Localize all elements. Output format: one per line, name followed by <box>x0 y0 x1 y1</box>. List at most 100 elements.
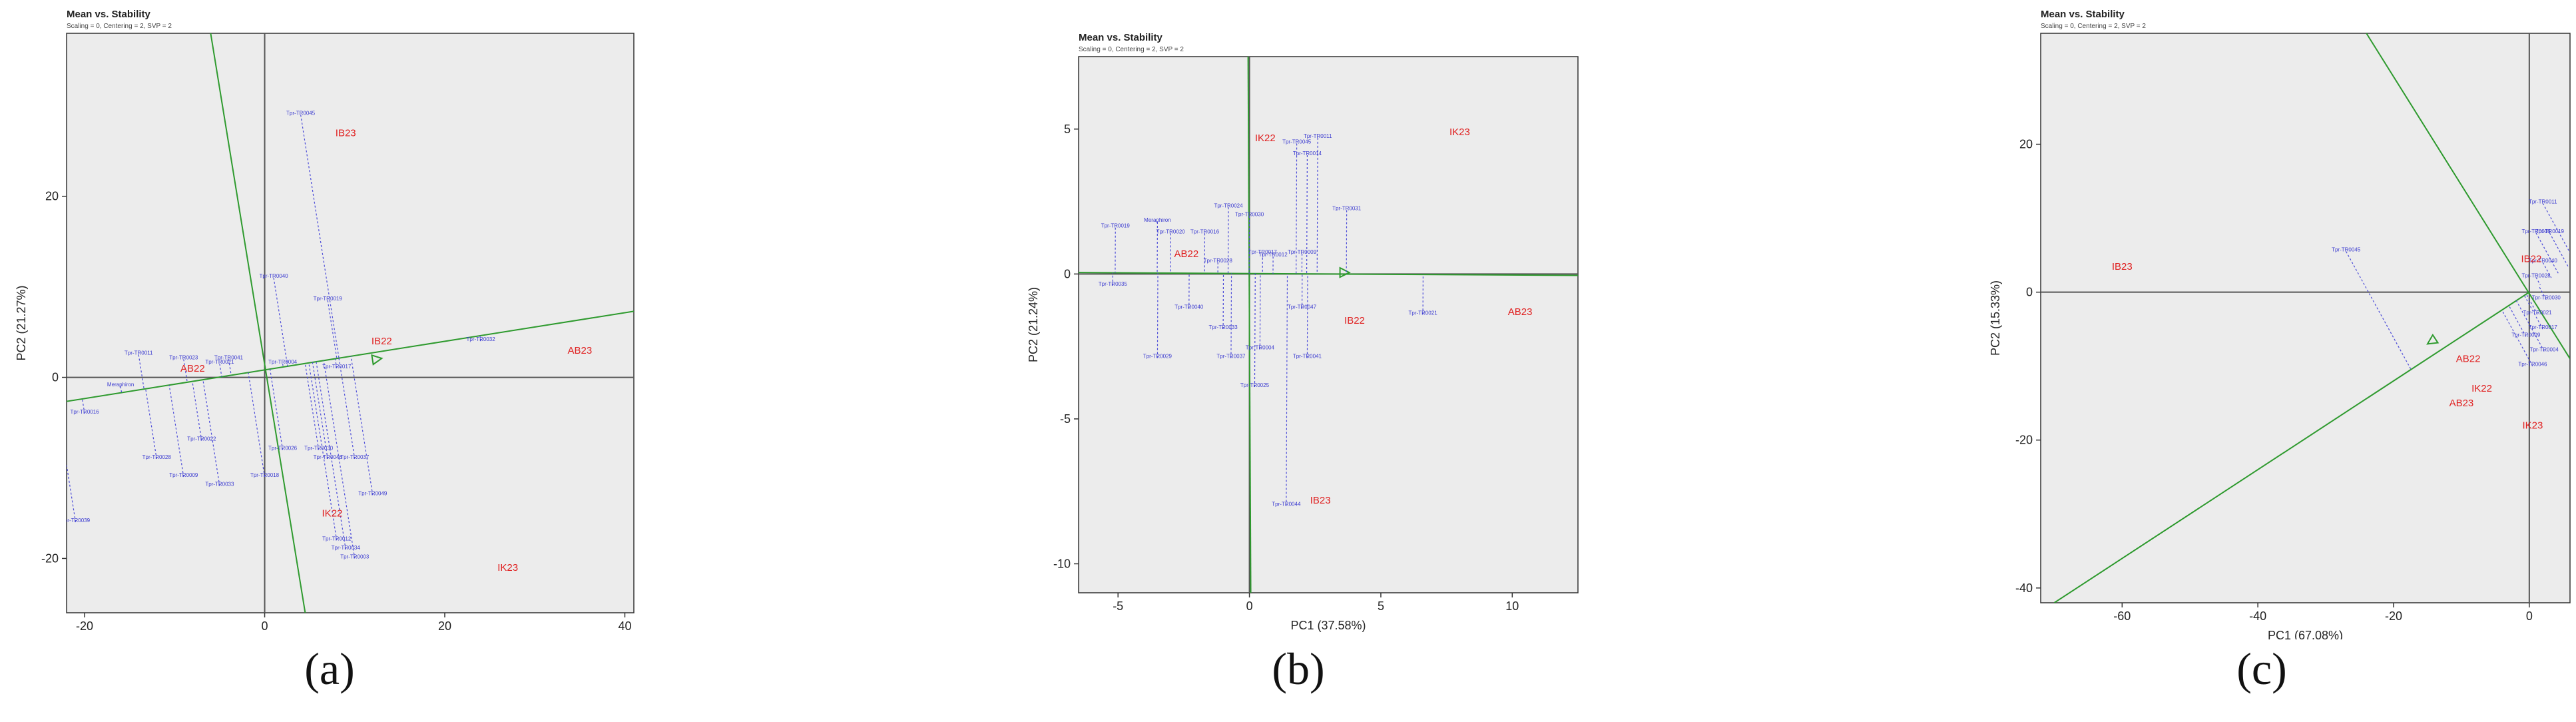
environment-label: IK22 <box>1255 133 1276 144</box>
environment-label: IB22 <box>2521 254 2541 265</box>
genotype-label: Tpr-TR0004 <box>2530 346 2559 352</box>
x-tick-label: 40 <box>618 619 631 633</box>
y-axis-label: PC2 (21.24%) <box>1027 287 1040 362</box>
x-tick-label: 20 <box>438 619 451 633</box>
chart-panel-a: Mean vs. Stability Scaling = 0, Centering… <box>0 0 639 652</box>
projection-line <box>248 372 266 478</box>
plot-area <box>66 33 635 613</box>
x-tick-label: 0 <box>2526 609 2533 623</box>
genotype-label: Tpr-TR0016 <box>2521 228 2551 234</box>
environment-label: IB23 <box>2112 261 2133 272</box>
chart-subtitle: Scaling = 0, Centering = 2, SVP = 2 <box>67 23 172 30</box>
stability-axis-line <box>210 33 306 613</box>
projection-line <box>81 398 85 414</box>
genotype-label: Tpr-TR0028 <box>142 454 172 460</box>
genotype-label: Tpr-TR0004 <box>1246 344 1275 350</box>
stability-axis-line <box>1247 57 1252 593</box>
caption-c: (c) <box>2236 643 2287 694</box>
x-axis-label: PC1 (37.58%) <box>1290 619 1366 632</box>
genotype-label: Tpr-TR0017 <box>1248 249 1278 255</box>
genotype-label: Tpr-TR0046 <box>2518 362 2547 368</box>
genotype-label: Tpr-TR0021 <box>205 359 234 365</box>
projection-line <box>273 277 288 367</box>
genotype-label: Tpr-TR0009 <box>169 472 198 478</box>
y-tick-label: 0 <box>52 371 59 384</box>
projection-line <box>2549 232 2569 267</box>
projection-line <box>269 369 284 450</box>
y-tick-label: 5 <box>1064 123 1071 136</box>
projection-line <box>138 354 144 390</box>
environment-label: AB22 <box>2456 354 2481 365</box>
plot-content: Tpr-TR0045 Tpr-TR0040 Tpr-TR0019 Tpr-TR0032… <box>67 33 634 613</box>
genotype-label: Tpr-TR0009 <box>1288 249 1317 255</box>
mean-axis-line <box>67 310 634 402</box>
environment-label: AB22 <box>180 363 205 374</box>
genotype-label: Tpr-TR0019 <box>314 296 343 302</box>
genotype-label: Tpr-TR0035 <box>1099 281 1128 287</box>
genotype-label: Tpr-TR0040 <box>259 273 288 279</box>
genotype-label: Tpr-TR0014 <box>1293 151 1322 157</box>
x-tick-label: 5 <box>1378 599 1384 613</box>
y-tick-label: -10 <box>1053 557 1071 570</box>
y-tick-label: -20 <box>41 551 59 565</box>
projection-line <box>338 358 356 459</box>
environment-label: IK22 <box>2471 383 2492 394</box>
projection-line <box>1254 273 1256 388</box>
environment-label: AB23 <box>2449 398 2474 409</box>
chart-panel-c: Mean vs. Stability Scaling = 0, Centering… <box>1984 0 2576 642</box>
environment-label: IB22 <box>1344 315 1365 326</box>
genotype-label: Tpr-TR0026 <box>268 445 298 451</box>
x-axis-label: PC1 (67.08%) <box>2268 629 2343 639</box>
genotype-label: Tpr-TR0003 <box>340 553 370 559</box>
projection-line <box>1286 273 1288 506</box>
mean-axis-line <box>1079 272 1578 276</box>
x-tick-label: -20 <box>2385 609 2402 623</box>
genotype-label: Tpr-TR0011 <box>125 350 153 356</box>
projection-line <box>67 462 77 523</box>
y-tick-label: 0 <box>2026 286 2033 299</box>
genotype-label: Tpr-TR0033 <box>205 482 234 488</box>
environment-label: IK22 <box>322 508 343 519</box>
genotype-label: Tpr-TR0028 <box>1204 258 1233 264</box>
projection-line <box>2542 262 2552 278</box>
projection-line <box>228 359 232 376</box>
y-tick-label: 0 <box>1064 267 1071 280</box>
genotype-label: Tpr-TR0016 <box>70 409 99 415</box>
genotype-label: Tpr-TR0032 <box>467 336 496 342</box>
genotype-label: Tpr-TR0019 <box>2535 228 2565 234</box>
genotype-label: Tpr-TR0049 <box>358 490 387 496</box>
mean-axis-arrow <box>1339 266 1351 278</box>
mean-axis-arrow <box>371 354 384 366</box>
projection-line <box>2346 251 2412 370</box>
x-tick-label: 10 <box>1505 599 1519 613</box>
x-tick-label: -20 <box>76 619 93 633</box>
genotype-label: Tpr-TR0011 <box>2529 198 2557 204</box>
projection-line <box>2535 277 2541 286</box>
environment-label: IB23 <box>336 128 356 139</box>
projection-line <box>479 335 481 342</box>
genotype-label: Tpr-TR0016 <box>1190 228 1220 234</box>
chart-subtitle: Scaling = 0, Centering = 2, SVP = 2 <box>2041 23 2146 30</box>
projection-line <box>350 356 374 496</box>
projection-line <box>2538 286 2547 300</box>
genotype-label: Tpr-TR0037 <box>340 454 370 460</box>
environment-label: IK23 <box>2523 420 2543 432</box>
genotype-label: Tpr-TR0030 <box>2532 295 2561 301</box>
genotype-label: Tpr-TR0030 <box>304 445 334 451</box>
caption-a: (a) <box>304 643 355 694</box>
genotype-label: Tpr-TR0040 <box>2529 258 2558 264</box>
environment-label: IB22 <box>372 336 392 347</box>
plot-area <box>1078 56 1579 593</box>
biplot-b: Mean vs. Stability Scaling = 0, Centering… <box>1027 32 1579 632</box>
genotype-label: Tpr-TR0030 <box>1235 211 1264 217</box>
genotype-label: Tpr-TR0012 <box>322 536 352 542</box>
biplot-c: Mean vs. Stability Scaling = 0, Centering… <box>1989 9 2571 642</box>
x-tick-label: -5 <box>1113 599 1123 613</box>
projection-line <box>2501 310 2533 366</box>
y-axis-label: PC2 (15.33%) <box>1989 280 2002 356</box>
caption-b: (b) <box>1272 643 1325 694</box>
y-tick-label: 20 <box>45 190 59 203</box>
genotype-label: Tpr-TR0044 <box>1272 501 1301 507</box>
environment-label: AB23 <box>1508 306 1533 318</box>
